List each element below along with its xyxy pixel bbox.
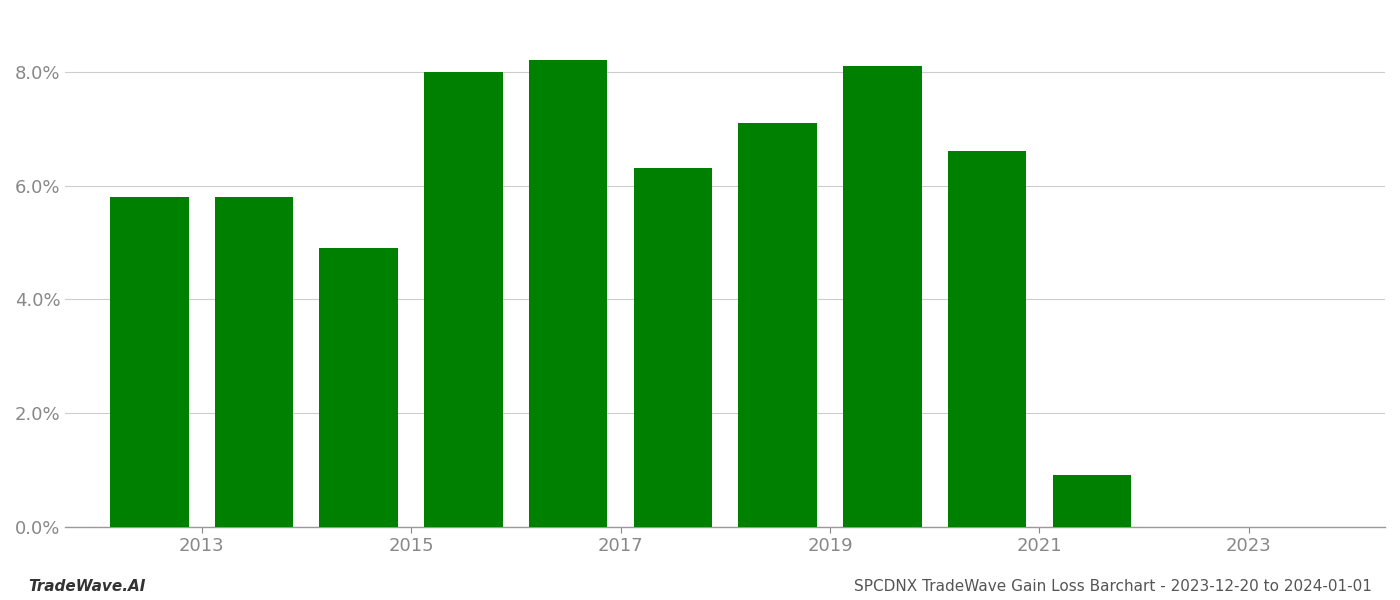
Bar	[634, 169, 713, 527]
Bar	[424, 72, 503, 527]
Text: SPCDNX TradeWave Gain Loss Barchart - 2023-12-20 to 2024-01-01: SPCDNX TradeWave Gain Loss Barchart - 20…	[854, 579, 1372, 594]
Bar	[1053, 475, 1131, 527]
Bar	[948, 151, 1026, 527]
Bar	[529, 61, 608, 527]
Bar	[214, 197, 293, 527]
Bar	[843, 66, 921, 527]
Bar	[738, 123, 816, 527]
Bar	[111, 197, 189, 527]
Bar	[319, 248, 398, 527]
Text: TradeWave.AI: TradeWave.AI	[28, 579, 146, 594]
